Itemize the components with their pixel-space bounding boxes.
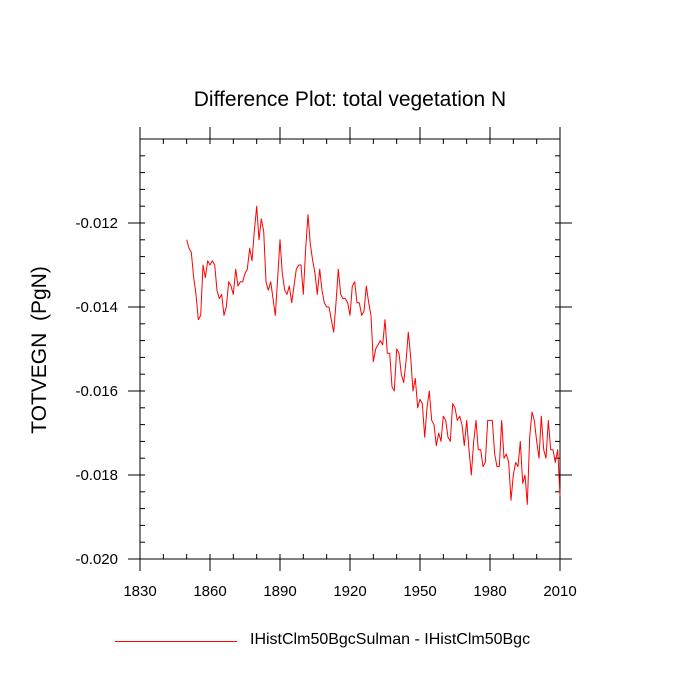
x-tick-label: 1890 bbox=[263, 583, 296, 600]
x-tick-label: 1920 bbox=[333, 583, 366, 600]
plot-frame bbox=[139, 138, 561, 560]
y-tick-label: -0.012 bbox=[75, 215, 118, 232]
y-tick-label: -0.016 bbox=[75, 383, 118, 400]
y-tick-label: -0.014 bbox=[75, 299, 118, 316]
y-tick-label: -0.020 bbox=[75, 551, 118, 568]
x-tick-label: 2010 bbox=[543, 583, 576, 600]
series-line bbox=[186, 205, 561, 505]
x-tick-label: 1980 bbox=[473, 583, 506, 600]
y-tick-label: -0.018 bbox=[75, 467, 118, 484]
legend-line-swatch bbox=[115, 641, 237, 642]
chart-title: Difference Plot: total vegetation N bbox=[193, 88, 507, 111]
x-tick-label: 1830 bbox=[123, 583, 156, 600]
x-tick-label: 1950 bbox=[403, 583, 436, 600]
x-tick-label: 1860 bbox=[193, 583, 226, 600]
legend-label: IHistClm50BgcSulman - IHistClm50Bgc bbox=[250, 631, 531, 648]
